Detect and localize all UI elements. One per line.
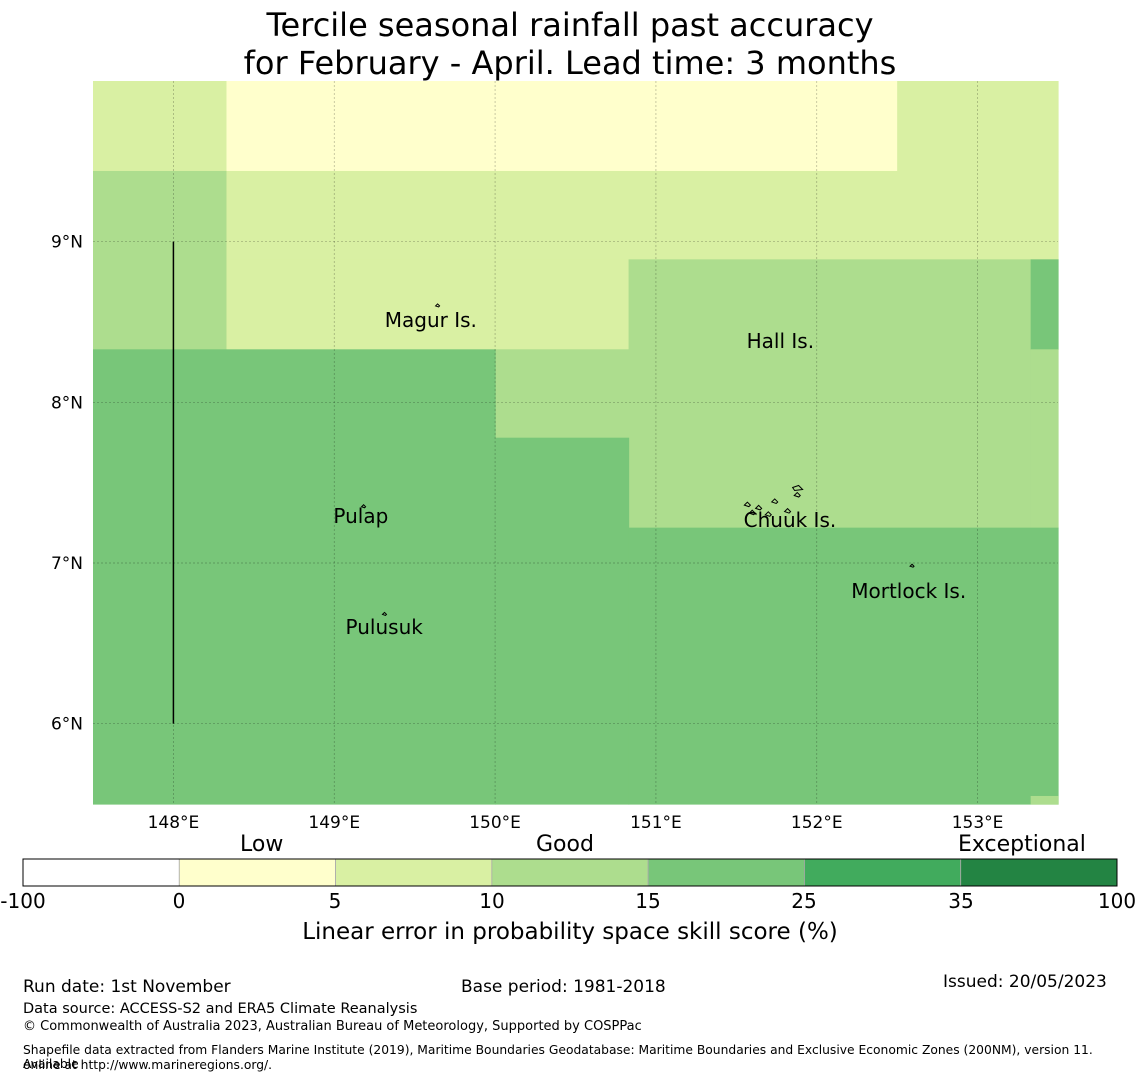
skill-region bbox=[1030, 349, 1059, 529]
legend-tick-label: 35 bbox=[948, 889, 974, 913]
legend-tick-label: 15 bbox=[635, 889, 661, 913]
skill-region bbox=[226, 81, 898, 172]
legend-category-low: Low bbox=[240, 832, 284, 857]
rainfall-skill-map: 148°E 149°E 150°E 151°E 152°E 153°E 9°N 8°N 7°N 6… bbox=[22, 81, 1118, 887]
longitude-tick-label: 151°E bbox=[630, 813, 682, 833]
legend-tick-label: -100 bbox=[0, 889, 46, 913]
longitude-tick-label: 148°E bbox=[148, 813, 200, 833]
skill-region bbox=[1030, 259, 1059, 350]
island-label: Magur Is. bbox=[385, 308, 477, 332]
legend-axis-label: Linear error in probability space skill … bbox=[302, 919, 838, 945]
island-outline bbox=[434, 303, 441, 308]
island-label: Pulap bbox=[333, 504, 388, 528]
island-label: Pulusuk bbox=[346, 615, 424, 639]
colorbar-swatch bbox=[491, 858, 649, 887]
island-outline bbox=[909, 563, 915, 568]
shapefile-credit-line1: Shapefile data extracted from Flanders M… bbox=[23, 1043, 1093, 1071]
skill-region bbox=[1030, 795, 1059, 805]
colorbar-swatch bbox=[178, 858, 336, 887]
longitude-tick-label: 153°E bbox=[952, 813, 1004, 833]
longitude-tick-label: 150°E bbox=[469, 813, 521, 833]
chart-title-line1: Tercile seasonal rainfall past accuracy bbox=[266, 6, 874, 44]
longitude-tick-label: 149°E bbox=[308, 813, 360, 833]
skill-region bbox=[226, 170, 1059, 260]
skill-region bbox=[226, 259, 630, 350]
longitude-tick-label: 152°E bbox=[791, 813, 843, 833]
base-period: Base period: 1981-2018 bbox=[461, 977, 666, 997]
island-outline bbox=[793, 491, 801, 498]
run-date: Run date: 1st November bbox=[23, 977, 231, 997]
legend-tick-label: 10 bbox=[479, 889, 505, 913]
skill-region bbox=[495, 437, 630, 805]
legend-category-good: Good bbox=[536, 832, 594, 857]
island-outline bbox=[360, 504, 367, 509]
legend-tick-label: 25 bbox=[791, 889, 817, 913]
latitude-tick-label: 6°N bbox=[51, 715, 83, 735]
data-source: Data source: ACCESS-S2 and ERA5 Climate … bbox=[23, 1001, 418, 1017]
island-outline bbox=[748, 509, 756, 516]
island-outline bbox=[743, 501, 752, 508]
skill-region bbox=[93, 349, 496, 805]
skill-region bbox=[628, 527, 1059, 805]
legend-tick-label: 0 bbox=[172, 889, 186, 913]
colorbar-swatch bbox=[335, 858, 493, 887]
island-outline bbox=[791, 484, 804, 492]
skill-region bbox=[93, 170, 228, 350]
chart-title-line2: for February - April. Lead time: 3 month… bbox=[243, 44, 897, 82]
issued-date: Issued: 20/05/2023 bbox=[943, 972, 1107, 992]
skill-region bbox=[897, 81, 1059, 172]
island-outline bbox=[754, 504, 763, 511]
shapefile-credit-line2: online at http://www.marineregions.org/. bbox=[23, 1058, 273, 1072]
legend-tick-label: 5 bbox=[328, 889, 342, 913]
skill-region bbox=[628, 259, 1032, 529]
copyright: © Commonwealth of Australia 2023, Austra… bbox=[23, 1019, 642, 1034]
colorbar-swatch bbox=[960, 858, 1118, 887]
colorbar-swatch bbox=[804, 858, 962, 887]
island-outline bbox=[381, 611, 388, 616]
island-label: Hall Is. bbox=[747, 329, 814, 353]
colorbar-swatch bbox=[22, 858, 180, 887]
colorbar-swatch bbox=[647, 858, 805, 887]
latitude-tick-label: 7°N bbox=[51, 554, 83, 574]
latitude-tick-label: 9°N bbox=[51, 233, 83, 253]
latitude-tick-label: 8°N bbox=[51, 393, 83, 413]
island-outline bbox=[770, 498, 779, 505]
legend-tick-label: 100 bbox=[1097, 889, 1137, 913]
colorbar-frame bbox=[22, 858, 1118, 887]
skill-region bbox=[495, 349, 630, 439]
legend-category-exceptional: Exceptional bbox=[958, 832, 1086, 857]
island-label: Chuuk Is. bbox=[744, 508, 837, 532]
skill-region bbox=[93, 81, 228, 172]
island-outline bbox=[764, 511, 772, 517]
island-label: Mortlock Is. bbox=[851, 579, 966, 603]
island-outline bbox=[783, 507, 792, 514]
